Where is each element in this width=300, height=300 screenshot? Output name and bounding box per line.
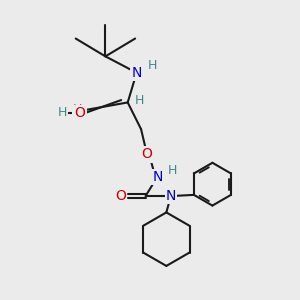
Text: O: O: [115, 189, 126, 203]
Text: N: N: [131, 66, 142, 80]
Text: O: O: [142, 148, 152, 161]
Text: O: O: [75, 106, 86, 120]
Text: H: H: [73, 103, 83, 116]
Text: H: H: [58, 106, 67, 119]
Text: N: N: [166, 189, 176, 203]
Text: N: N: [152, 170, 163, 184]
Text: H: H: [168, 164, 178, 177]
Text: H: H: [147, 59, 157, 72]
Text: H: H: [134, 94, 144, 106]
